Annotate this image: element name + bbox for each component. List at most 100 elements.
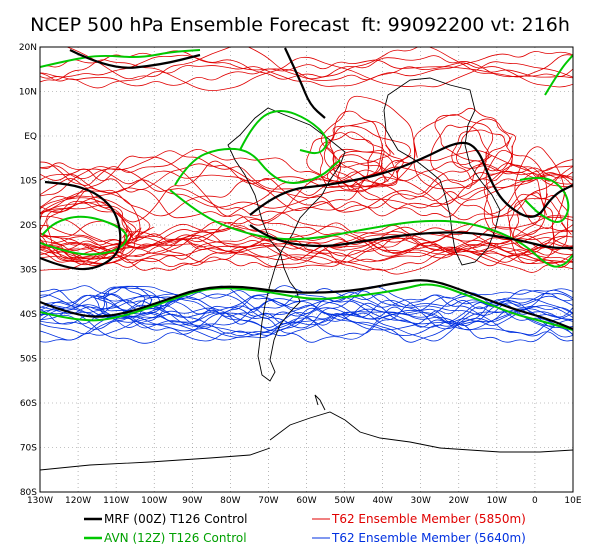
lon-tick-label: 90W [182, 496, 202, 506]
mrf-control-line [249, 224, 573, 250]
ensemble-5640-line [40, 305, 573, 329]
ensemble-5850-line [65, 47, 573, 80]
avn-control-line [544, 54, 573, 96]
lon-tick-label: 40W [372, 496, 392, 506]
mrf-control-contours [40, 47, 573, 331]
plot-frame [39, 46, 574, 493]
legend-item-ens-5850: T62 Ensemble Member (5850m) [312, 512, 526, 526]
avn-control-line [40, 215, 128, 256]
ensemble-5640-line [40, 308, 573, 342]
lon-tick-label: 30W [411, 496, 431, 506]
legend-item-mrf: MRF (00Z) T126 Control [84, 512, 248, 526]
lat-tick-label: EQ [24, 132, 37, 142]
ensemble-5850-loop [40, 204, 131, 262]
lon-tick-label: 10E [564, 496, 581, 506]
ensemble-5640-line [40, 285, 573, 329]
ensemble-5850-line [40, 59, 573, 87]
lon-tick-label: 110W [103, 496, 129, 506]
lat-tick-label: 20N [19, 43, 37, 53]
ensemble-5850-loop [430, 124, 493, 189]
coastline [227, 107, 346, 382]
mrf-control-line [69, 49, 201, 69]
avn-control-line [169, 189, 573, 268]
ensemble-5850-line [40, 150, 573, 197]
ensemble-5850-line [40, 148, 573, 201]
ensemble-5850-loop [413, 114, 494, 190]
avn-control-contours [40, 49, 573, 331]
ensemble-5850-line [40, 160, 573, 223]
legend-item-ens-5640: T62 Ensemble Member (5640m) [312, 531, 526, 545]
lat-tick-label: 20S [20, 221, 37, 231]
ensemble-5850-loop [337, 154, 389, 191]
ensemble-5850-loop [329, 110, 384, 179]
ensemble-5850-line [40, 234, 573, 275]
ensemble-5850-line [40, 234, 573, 273]
lat-tick-label: 70S [20, 444, 37, 454]
lon-tick-label: 120W [65, 496, 91, 506]
ensemble-5850-loop [319, 131, 385, 187]
coastline [383, 77, 501, 266]
lat-tick-label: 10N [19, 88, 37, 98]
avn-control-line [239, 110, 328, 155]
coastline [314, 394, 326, 411]
ensemble-5850-loop [323, 125, 412, 187]
coastline [40, 447, 271, 471]
coastlines [40, 77, 573, 471]
lat-tick-label: 50S [20, 355, 37, 365]
graticule [40, 47, 573, 492]
lat-tick-label: 30S [20, 266, 37, 276]
ensemble-5850-loop [514, 146, 566, 230]
ensemble-5640-line [40, 294, 573, 320]
ensemble-5850-loop [326, 150, 399, 192]
ensemble-5850-line [40, 168, 573, 219]
legend-label-mrf: MRF (00Z) T126 Control [104, 512, 248, 526]
ensemble-5850-loop [434, 107, 512, 162]
ensemble-5850-contours [40, 47, 573, 275]
legend-label-ens-5850: T62 Ensemble Member (5850m) [331, 512, 526, 526]
ensemble-5850-line [40, 170, 573, 217]
lon-tick-label: 60W [296, 496, 316, 506]
legend-label-ens-5640: T62 Ensemble Member (5640m) [331, 531, 526, 545]
lon-tick-label: 70W [258, 496, 278, 506]
avn-control-line [519, 177, 570, 223]
mrf-control-line [40, 180, 122, 271]
lon-tick-label: 50W [334, 496, 354, 506]
lat-tick-label: 10S [20, 177, 37, 187]
ensemble-5640-line [40, 292, 573, 328]
ensemble-5850-line [40, 242, 573, 270]
lon-tick-label: 20W [449, 496, 469, 506]
ensemble-5850-line [40, 163, 573, 214]
ensemble-5850-loop [483, 149, 548, 240]
latitude-labels: 20N 10N EQ 10S 20S 30S 40S 50S 60S 70S 80S [19, 43, 37, 498]
avn-control-line [40, 283, 573, 331]
lon-tick-label: 10W [487, 496, 507, 506]
ensemble-5850-loop [507, 192, 556, 264]
ensemble-5850-line [40, 242, 573, 271]
coastline [269, 411, 573, 453]
ensemble-5640-line [40, 310, 573, 343]
ensemble-5850-line [40, 160, 573, 209]
ensemble-5640-line [40, 307, 573, 332]
mrf-control-line [249, 141, 573, 218]
lat-tick-label: 80S [20, 488, 37, 498]
ensemble-5640-line [40, 294, 573, 338]
mrf-control-line [40, 279, 573, 331]
ensemble-5850-loop [40, 190, 142, 266]
ensemble-5640-loop [101, 287, 146, 321]
ensemble-5850-line [40, 56, 573, 91]
lon-tick-label: 100W [141, 496, 167, 506]
ensemble-5850-line [40, 165, 573, 217]
plot-area [40, 47, 573, 492]
legend-item-avn: AVN (12Z) T126 Control [84, 531, 247, 545]
mrf-control-line [284, 47, 326, 119]
ensemble-5850-loop [320, 95, 418, 185]
ensemble-5640-line [40, 308, 573, 344]
ensemble-5640-loop [94, 286, 162, 319]
lon-tick-label: 80W [220, 496, 240, 506]
avn-control-line [40, 49, 201, 68]
legend-label-avn: AVN (12Z) T126 Control [104, 531, 247, 545]
ensemble-5640-loop [98, 285, 184, 311]
lat-tick-label: 60S [20, 399, 37, 409]
avn-control-line [174, 147, 341, 186]
